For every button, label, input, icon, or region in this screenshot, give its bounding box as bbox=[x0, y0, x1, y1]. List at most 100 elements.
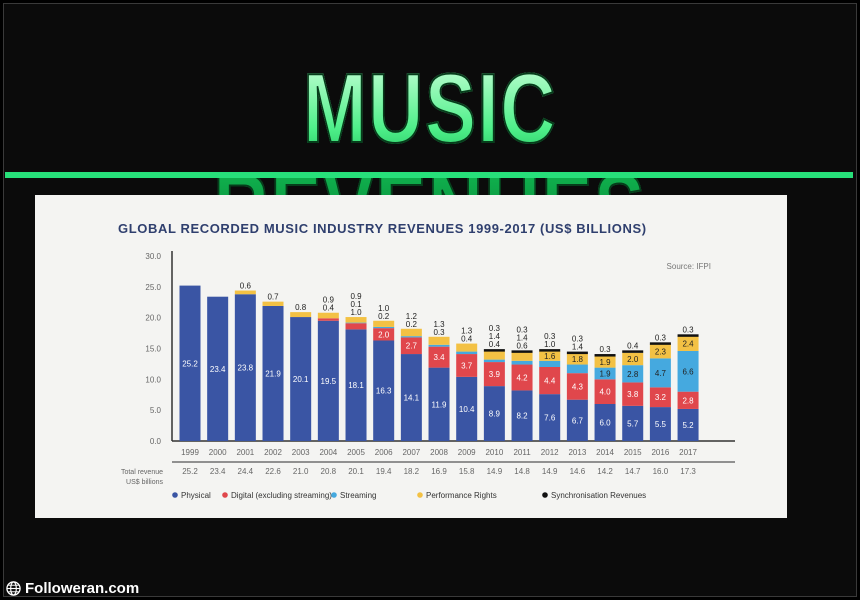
total-label: 15.8 bbox=[459, 467, 475, 476]
bar-segment bbox=[677, 336, 699, 351]
x-tick-label: 2008 bbox=[430, 448, 448, 457]
data-label: 11.9 bbox=[432, 400, 448, 409]
bar-segment bbox=[594, 367, 616, 380]
bar-segment bbox=[622, 382, 644, 406]
bar-segment bbox=[539, 350, 561, 361]
total-label: 25.2 bbox=[182, 467, 198, 476]
bar-segment bbox=[622, 365, 644, 383]
chart-title: GLOBAL RECORDED MUSIC INDUSTRY REVENUES … bbox=[118, 221, 647, 236]
bar-segment bbox=[234, 294, 256, 441]
data-label: 25.2 bbox=[182, 359, 198, 368]
bar-segment bbox=[483, 350, 505, 360]
bar-segment bbox=[207, 296, 229, 441]
x-tick-label: 2005 bbox=[347, 448, 365, 457]
data-label: 0.8 bbox=[295, 303, 307, 312]
bar-segment bbox=[400, 328, 422, 337]
bar-segment bbox=[345, 323, 367, 330]
bar-segment bbox=[373, 320, 395, 327]
bar-segment bbox=[234, 290, 256, 295]
legend-label: Performance Rights bbox=[426, 491, 497, 500]
data-label: 3.2 bbox=[655, 393, 667, 402]
x-tick-label: 2010 bbox=[485, 448, 503, 457]
data-label: 18.1 bbox=[348, 381, 364, 390]
bar-segment bbox=[594, 354, 616, 357]
bar-segment bbox=[511, 360, 533, 365]
x-tick-label: 2016 bbox=[651, 448, 669, 457]
data-label: 1.3 bbox=[433, 320, 445, 329]
bar-segment bbox=[649, 387, 671, 408]
data-label: 1.4 bbox=[516, 333, 528, 342]
bar-segment bbox=[622, 352, 644, 366]
data-label: 5.7 bbox=[627, 419, 639, 428]
chart-source: Source: IFPI bbox=[667, 262, 711, 271]
data-label: 0.9 bbox=[323, 296, 335, 305]
x-tick-label: 2000 bbox=[209, 448, 227, 457]
data-label: 1.4 bbox=[489, 332, 501, 341]
total-label: 14.6 bbox=[570, 467, 586, 476]
data-label: 0.3 bbox=[489, 324, 501, 333]
total-label: 23.4 bbox=[210, 467, 226, 476]
bar-segment bbox=[373, 340, 395, 441]
data-label: 2.7 bbox=[406, 342, 418, 351]
y-tick-label: 30.0 bbox=[145, 252, 161, 261]
data-label: 1.0 bbox=[544, 340, 556, 349]
legend-marker bbox=[172, 492, 178, 498]
data-label: 8.9 bbox=[489, 410, 501, 419]
total-label: 22.6 bbox=[265, 467, 281, 476]
data-label: 0.6 bbox=[516, 341, 528, 350]
total-label: 16.9 bbox=[431, 467, 447, 476]
x-tick-label: 2014 bbox=[596, 448, 614, 457]
chart-panel: GLOBAL RECORDED MUSIC INDUSTRY REVENUES … bbox=[35, 195, 787, 518]
bar-segment bbox=[483, 362, 505, 387]
data-label: 0.2 bbox=[378, 312, 390, 321]
data-label: 4.7 bbox=[655, 369, 667, 378]
total-label: 14.7 bbox=[625, 467, 641, 476]
x-tick-label: 2004 bbox=[319, 448, 337, 457]
x-tick-label: 2015 bbox=[624, 448, 642, 457]
bar-segment bbox=[456, 351, 478, 355]
legend-marker bbox=[417, 492, 423, 498]
legend-marker bbox=[331, 492, 337, 498]
total-label: 21.0 bbox=[293, 467, 309, 476]
bar-segment bbox=[373, 328, 395, 341]
bar-segment bbox=[677, 391, 699, 409]
x-tick-label: 2009 bbox=[458, 448, 476, 457]
data-label: 2.0 bbox=[378, 330, 390, 339]
data-label: 19.5 bbox=[321, 377, 337, 386]
bar-segment bbox=[456, 376, 478, 441]
data-label: 23.4 bbox=[210, 365, 226, 374]
bar-segment bbox=[566, 364, 588, 374]
data-label: 1.4 bbox=[572, 343, 584, 352]
bar-segment bbox=[317, 320, 339, 441]
bar-segment bbox=[317, 312, 339, 319]
data-label: 0.3 bbox=[433, 328, 445, 337]
data-label: 3.8 bbox=[627, 390, 639, 399]
data-label: 16.3 bbox=[376, 387, 392, 396]
total-label: 14.9 bbox=[487, 467, 503, 476]
legend-label: Synchronisation Revenues bbox=[551, 491, 646, 500]
bar-segment bbox=[428, 346, 450, 368]
data-label: 0.6 bbox=[240, 282, 252, 291]
data-label: 4.3 bbox=[572, 382, 584, 391]
bar-segment bbox=[483, 359, 505, 363]
data-label: 1.0 bbox=[378, 304, 390, 313]
bar-segment bbox=[539, 360, 561, 367]
data-label: 0.3 bbox=[682, 325, 694, 334]
bar-segment bbox=[677, 350, 699, 392]
accent-divider bbox=[5, 172, 853, 178]
total-label: 19.4 bbox=[376, 467, 392, 476]
y-tick-label: 0.0 bbox=[150, 437, 162, 446]
data-label: 0.3 bbox=[544, 332, 556, 341]
bar-segment bbox=[566, 353, 588, 365]
total-label: 14.9 bbox=[542, 467, 558, 476]
bar-segment bbox=[566, 373, 588, 400]
data-label: 1.3 bbox=[461, 327, 473, 336]
data-label: 0.4 bbox=[627, 341, 639, 350]
x-tick-label: 2013 bbox=[568, 448, 586, 457]
x-tick-label: 2017 bbox=[679, 448, 697, 457]
footer: Followeran.com bbox=[6, 580, 139, 597]
data-label: 5.5 bbox=[655, 420, 667, 429]
totals-label: Total revenue bbox=[121, 469, 163, 476]
bar-segment bbox=[400, 354, 422, 441]
bar-segment bbox=[400, 336, 422, 338]
